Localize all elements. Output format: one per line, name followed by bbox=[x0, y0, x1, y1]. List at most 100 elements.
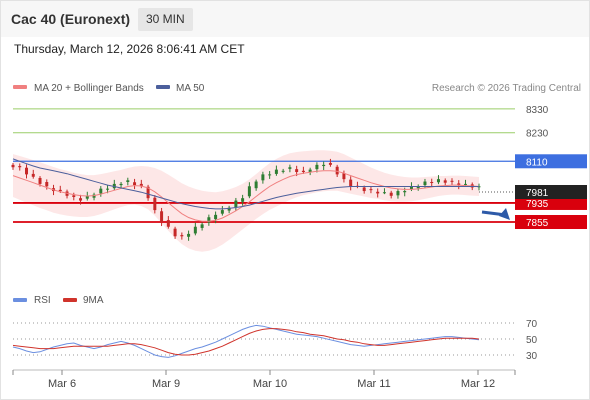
candle-body bbox=[38, 177, 42, 184]
level-tag-8110 bbox=[515, 154, 587, 169]
candle-body bbox=[173, 228, 177, 237]
x-tick-label: Mar 6 bbox=[48, 378, 76, 390]
candle-body bbox=[79, 198, 83, 201]
candle-body bbox=[389, 192, 393, 196]
candle-body bbox=[254, 181, 258, 189]
candle-body bbox=[200, 224, 204, 228]
ma20-legend-swatch bbox=[13, 85, 27, 89]
ma50-legend-swatch bbox=[156, 85, 170, 89]
candle-body bbox=[234, 200, 238, 208]
x-axis: Mar 6 Mar 9 Mar 10 Mar 11 Mar 12 bbox=[12, 369, 516, 390]
candle-body bbox=[308, 169, 312, 173]
ma9-legend-swatch bbox=[63, 298, 77, 302]
candle-body bbox=[274, 169, 278, 174]
level-label-8230: 8230 bbox=[526, 129, 549, 140]
candle-body bbox=[45, 182, 49, 187]
x-tick-label: Mar 9 bbox=[152, 378, 180, 390]
last-price-tag bbox=[515, 185, 587, 199]
bollinger-band bbox=[13, 150, 479, 252]
price-panel: 8330 8230 8110 7935 7855 7981 bbox=[11, 105, 587, 252]
candle-body bbox=[403, 191, 407, 193]
last-price-label: 7981 bbox=[526, 188, 549, 199]
rsi-tick-50: 50 bbox=[526, 335, 538, 346]
rsi-legend-swatch bbox=[13, 298, 27, 302]
level-label-7855: 7855 bbox=[526, 218, 549, 229]
candle-body bbox=[315, 164, 319, 170]
candle-body bbox=[220, 210, 224, 214]
candle-body bbox=[409, 186, 413, 190]
copyright-label: Research © 2026 Trading Central bbox=[432, 83, 581, 94]
candle-body bbox=[430, 182, 434, 183]
candle-body bbox=[416, 186, 420, 189]
ma50-line bbox=[12, 158, 479, 210]
candle-body bbox=[31, 173, 35, 177]
candle-body bbox=[376, 191, 380, 194]
candle-body bbox=[241, 198, 245, 202]
candle-body bbox=[288, 167, 292, 169]
candle-body bbox=[146, 186, 150, 199]
rsi-legend-label: RSI bbox=[34, 295, 51, 306]
candle-body bbox=[369, 189, 373, 191]
level-tag-7855 bbox=[515, 215, 587, 229]
candle-body bbox=[450, 180, 454, 182]
candle-body bbox=[72, 195, 76, 197]
candle-body bbox=[322, 164, 326, 167]
candle-body bbox=[187, 233, 191, 237]
rsi-tick-30: 30 bbox=[526, 351, 538, 362]
candle-body bbox=[106, 188, 110, 190]
candle-body bbox=[227, 207, 231, 211]
ma50-legend-label: MA 50 bbox=[176, 83, 205, 94]
level-label-7935: 7935 bbox=[526, 199, 549, 210]
rsi-ma-line bbox=[12, 328, 480, 356]
forecast-arrow-head bbox=[499, 208, 510, 220]
candle-body bbox=[396, 191, 400, 196]
candle-body bbox=[126, 180, 130, 182]
candle-body bbox=[335, 166, 339, 175]
header-bar: Cac 40 (Euronext) 30 MIN bbox=[1, 1, 589, 37]
timeframe-button[interactable]: 30 MIN bbox=[138, 8, 193, 31]
candle-body bbox=[295, 169, 299, 172]
candle-body bbox=[463, 183, 467, 185]
candle-body bbox=[58, 189, 62, 192]
candle-body bbox=[99, 188, 103, 194]
candle-body bbox=[207, 217, 211, 223]
ma9-legend-label: 9MA bbox=[83, 295, 104, 306]
ma20-legend-label: MA 20 + Bollinger Bands bbox=[34, 83, 144, 94]
candle-body bbox=[436, 179, 440, 183]
candle-body bbox=[180, 235, 184, 237]
candle-body bbox=[362, 187, 366, 192]
candle-body bbox=[139, 183, 143, 187]
instrument-title: Cac 40 (Euronext) bbox=[11, 11, 131, 27]
candle-body bbox=[281, 170, 285, 172]
level-label-8110: 8110 bbox=[526, 157, 548, 168]
x-tick-label: Mar 10 bbox=[253, 378, 287, 390]
level-label-8330: 8330 bbox=[526, 105, 549, 116]
timestamp: Thursday, March 12, 2026 8:06:41 AM CET bbox=[14, 42, 245, 56]
candle-body bbox=[153, 197, 157, 211]
rsi-tick-70: 70 bbox=[526, 319, 538, 330]
candle-body bbox=[328, 162, 332, 165]
candle-body bbox=[25, 167, 29, 175]
candle-body bbox=[342, 173, 346, 180]
candle-body bbox=[268, 174, 272, 176]
candle-body bbox=[92, 194, 96, 198]
candle-body bbox=[457, 183, 461, 186]
level-tag-7935 bbox=[515, 195, 587, 210]
candle-body bbox=[166, 220, 170, 227]
candle-body bbox=[214, 214, 218, 220]
x-tick-label: Mar 11 bbox=[357, 378, 390, 390]
candle-body bbox=[160, 211, 164, 222]
candle-body bbox=[382, 192, 386, 194]
ma20-line bbox=[12, 170, 480, 222]
candle-body bbox=[301, 170, 305, 172]
rsi-panel: 70 50 30 bbox=[12, 319, 538, 362]
rsi-line bbox=[12, 324, 480, 358]
candle-body bbox=[193, 226, 197, 234]
candle-body bbox=[247, 186, 251, 197]
candle-body bbox=[423, 181, 427, 186]
candle-body bbox=[349, 179, 353, 187]
candle-body bbox=[85, 195, 89, 199]
candle-body bbox=[18, 166, 22, 168]
